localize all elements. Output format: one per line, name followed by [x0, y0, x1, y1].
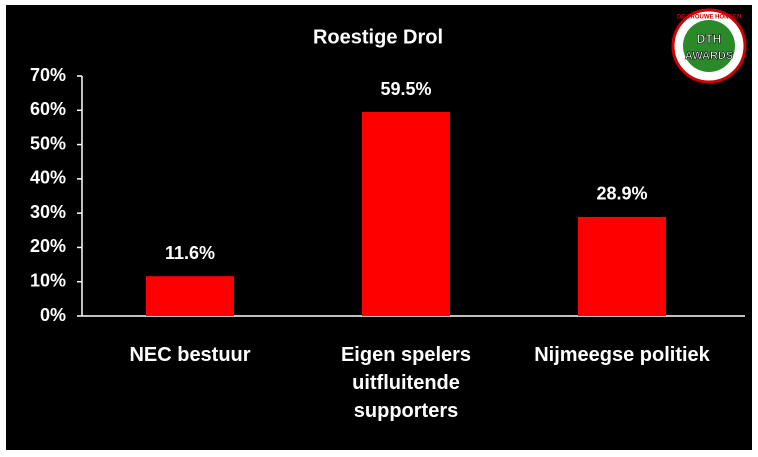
y-tick-label: 50%: [30, 133, 66, 153]
y-tick-label: 20%: [30, 236, 66, 256]
bar: [146, 276, 234, 316]
chart-title: Roestige Drol: [313, 26, 443, 48]
bar: [362, 112, 450, 316]
y-tick-label: 30%: [30, 202, 66, 222]
logo-sub: AWARDS: [685, 50, 733, 62]
value-label: 59.5%: [380, 79, 431, 99]
value-label: 28.9%: [596, 184, 647, 204]
logo-main: DTH: [697, 32, 722, 46]
y-tick-label: 40%: [30, 168, 66, 188]
x-tick-label: NEC bestuur: [129, 344, 251, 366]
x-tick-label: Eigen spelers uitfluitende supporters: [340, 344, 472, 422]
logo-center: [683, 20, 735, 72]
x-tick-label: Nijmeegse politiek: [534, 344, 710, 366]
y-tick-label: 70%: [30, 65, 66, 85]
y-tick-label: 60%: [30, 99, 66, 119]
y-tick-label: 0%: [40, 305, 66, 325]
logo: DE TROUWE HONDEN DTH AWARDS: [671, 8, 747, 84]
y-tick-label: 10%: [30, 270, 66, 290]
bar: [578, 216, 666, 316]
logo-top: DE TROUWE HONDEN: [677, 15, 741, 21]
value-label: 11.6%: [165, 243, 215, 263]
